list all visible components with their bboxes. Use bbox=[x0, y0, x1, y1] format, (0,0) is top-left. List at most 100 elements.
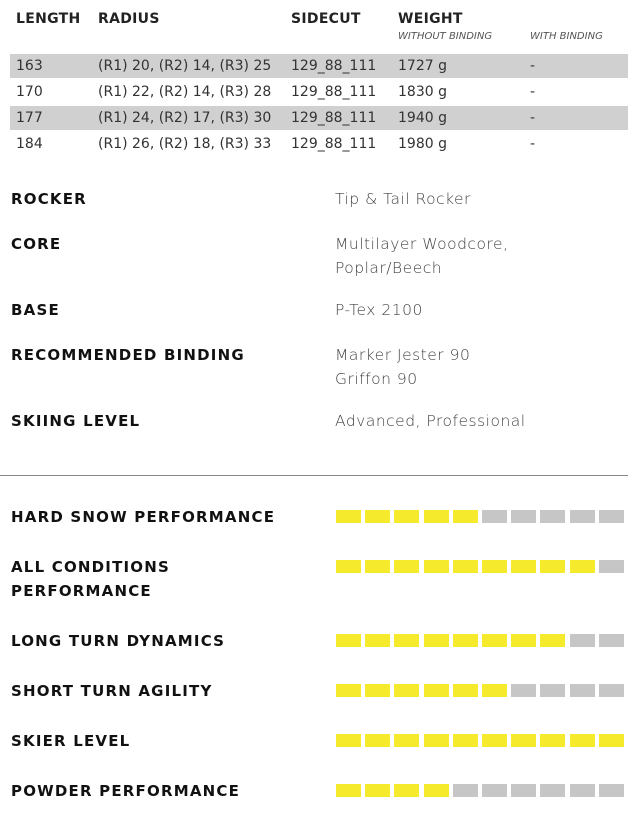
segment-empty bbox=[598, 684, 624, 697]
table-cell: - bbox=[530, 110, 536, 126]
segment-filled bbox=[452, 684, 478, 697]
segment-filled bbox=[598, 734, 624, 747]
spec-value: Advanced, Professional bbox=[335, 412, 526, 430]
table-cell: 1727 g bbox=[398, 58, 447, 74]
segment-empty bbox=[482, 784, 507, 797]
rating-label: HARD SNOW PERFORMANCE bbox=[11, 508, 276, 526]
spec-value: Griffon 90 bbox=[335, 370, 418, 388]
table-header: WEIGHT bbox=[398, 11, 463, 27]
rating-label: POWDER PERFORMANCE bbox=[11, 782, 241, 800]
rating-bar bbox=[336, 510, 626, 523]
segment-filled bbox=[394, 510, 420, 523]
rating-bar bbox=[336, 634, 626, 647]
segment-filled bbox=[394, 734, 420, 747]
segment-filled bbox=[423, 784, 449, 797]
rating-label: PERFORMANCE bbox=[11, 582, 152, 600]
table-header: SIDECUT bbox=[291, 11, 361, 27]
segment-empty bbox=[598, 634, 624, 647]
table-header: LENGTH bbox=[16, 11, 81, 27]
segment-empty bbox=[540, 784, 566, 797]
segment-filled bbox=[569, 560, 595, 573]
segment-filled bbox=[482, 560, 507, 573]
row-background bbox=[10, 106, 628, 130]
row-background bbox=[10, 54, 628, 78]
table-cell: - bbox=[530, 84, 536, 100]
segment-filled bbox=[365, 734, 391, 747]
segment-filled bbox=[336, 784, 361, 797]
table-cell: - bbox=[530, 58, 536, 74]
segment-filled bbox=[423, 560, 449, 573]
segment-empty bbox=[569, 510, 595, 523]
segment-filled bbox=[365, 684, 391, 697]
table-cell: 177 bbox=[16, 110, 43, 126]
segment-filled bbox=[540, 634, 566, 647]
segment-empty bbox=[511, 784, 537, 797]
table-cell: 129_88_111 bbox=[291, 58, 377, 74]
segment-filled bbox=[482, 684, 507, 697]
segment-filled bbox=[540, 734, 566, 747]
segment-filled bbox=[482, 634, 507, 647]
rating-bar bbox=[336, 684, 626, 697]
segment-filled bbox=[365, 510, 391, 523]
spec-label: CORE bbox=[11, 235, 62, 253]
table-cell: 170 bbox=[16, 84, 43, 100]
spec-value: Poplar/Beech bbox=[335, 259, 443, 277]
segment-filled bbox=[336, 634, 361, 647]
rating-label: LONG TURN DYNAMICS bbox=[11, 632, 226, 650]
segment-filled bbox=[423, 510, 449, 523]
spec-label: ROCKER bbox=[11, 190, 87, 208]
table-header: RADIUS bbox=[98, 11, 160, 27]
segment-filled bbox=[365, 634, 391, 647]
spec-label: BASE bbox=[11, 301, 60, 319]
segment-empty bbox=[452, 784, 478, 797]
segment-empty bbox=[540, 510, 566, 523]
segment-filled bbox=[511, 560, 537, 573]
table-cell: 129_88_111 bbox=[291, 110, 377, 126]
segment-filled bbox=[423, 734, 449, 747]
rating-label: ALL CONDITIONS bbox=[11, 558, 171, 576]
table-cell: 184 bbox=[16, 136, 43, 152]
divider bbox=[0, 475, 628, 476]
segment-filled bbox=[336, 684, 361, 697]
segment-empty bbox=[511, 684, 537, 697]
segment-filled bbox=[336, 734, 361, 747]
rating-label: SHORT TURN AGILITY bbox=[11, 682, 213, 700]
segment-empty bbox=[540, 684, 566, 697]
segment-filled bbox=[569, 734, 595, 747]
rating-label: SKIER LEVEL bbox=[11, 732, 131, 750]
segment-filled bbox=[452, 560, 478, 573]
table-cell: 1940 g bbox=[398, 110, 447, 126]
segment-filled bbox=[336, 510, 361, 523]
segment-filled bbox=[511, 734, 537, 747]
segment-filled bbox=[365, 560, 391, 573]
segment-empty bbox=[569, 634, 595, 647]
table-cell: - bbox=[530, 136, 536, 152]
spec-value: Multilayer Woodcore, bbox=[335, 235, 509, 253]
segment-filled bbox=[423, 634, 449, 647]
table-cell: 1980 g bbox=[398, 136, 447, 152]
spec-label: SKIING LEVEL bbox=[11, 412, 141, 430]
segment-empty bbox=[569, 784, 595, 797]
segment-filled bbox=[365, 784, 391, 797]
segment-filled bbox=[394, 684, 420, 697]
segment-empty bbox=[598, 784, 624, 797]
table-cell: 163 bbox=[16, 58, 43, 74]
table-subheader: WITHOUT BINDING bbox=[398, 31, 493, 42]
segment-filled bbox=[452, 510, 478, 523]
table-cell: (R1) 24, (R2) 17, (R3) 30 bbox=[98, 110, 272, 126]
segment-filled bbox=[394, 634, 420, 647]
table-subheader: WITH BINDING bbox=[530, 31, 603, 42]
spec-value: Marker Jester 90 bbox=[335, 346, 471, 364]
spec-value: Tip & Tail Rocker bbox=[335, 190, 471, 208]
table-cell: 129_88_111 bbox=[291, 136, 377, 152]
segment-filled bbox=[452, 734, 478, 747]
rating-bar bbox=[336, 784, 626, 797]
segment-empty bbox=[511, 510, 537, 523]
table-cell: (R1) 26, (R2) 18, (R3) 33 bbox=[98, 136, 272, 152]
table-cell: (R1) 20, (R2) 14, (R3) 25 bbox=[98, 58, 272, 74]
spec-label: RECOMMENDED BINDING bbox=[11, 346, 245, 364]
segment-filled bbox=[336, 560, 361, 573]
segment-empty bbox=[598, 560, 624, 573]
spec-value: P-Tex 2100 bbox=[335, 301, 423, 319]
